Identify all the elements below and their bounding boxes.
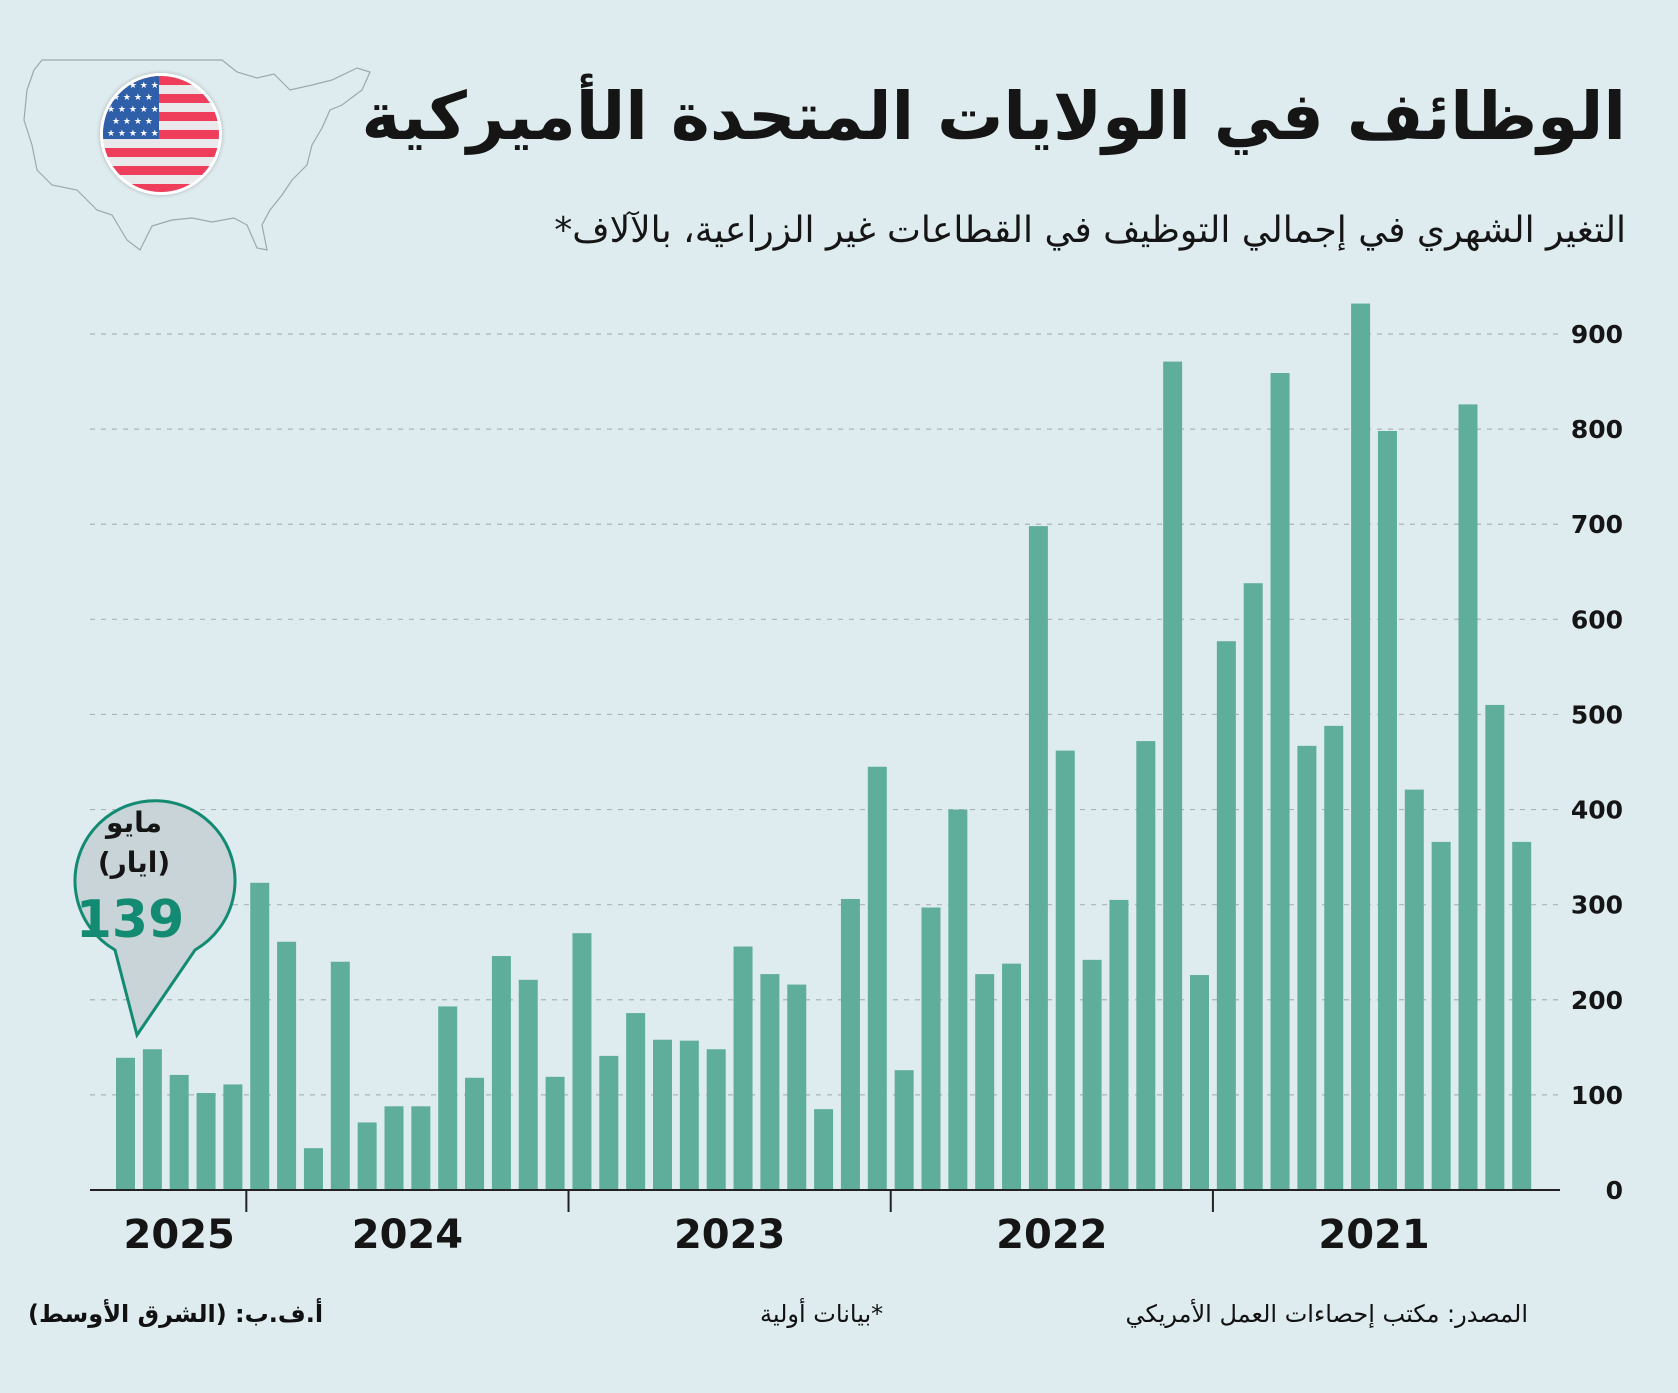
callout-month-alt: (ايار) bbox=[98, 846, 170, 879]
bar bbox=[1297, 745, 1317, 1190]
bar bbox=[465, 1077, 485, 1190]
credit-note: أ.ف.ب: (الشرق الأوسط) bbox=[28, 1300, 324, 1328]
bar bbox=[572, 933, 592, 1190]
source-note: المصدر: مكتب إحصاءات العمل الأمريكي bbox=[1125, 1300, 1528, 1328]
bar bbox=[303, 1148, 323, 1190]
bar bbox=[814, 1109, 834, 1190]
bar bbox=[733, 946, 753, 1190]
bar bbox=[1270, 372, 1290, 1190]
y-tick-label: 300 bbox=[1571, 891, 1623, 920]
y-tick-label: 800 bbox=[1571, 415, 1623, 444]
x-year-label: 2024 bbox=[352, 1212, 463, 1258]
bar bbox=[223, 1084, 243, 1190]
bar bbox=[1512, 841, 1532, 1190]
us-map-outline-icon bbox=[12, 50, 392, 260]
bar bbox=[1377, 431, 1397, 1191]
bar bbox=[1109, 899, 1129, 1190]
bar bbox=[411, 1106, 431, 1190]
callout-value: 139 bbox=[76, 890, 185, 950]
bar bbox=[1163, 361, 1183, 1190]
bar bbox=[975, 974, 995, 1190]
y-tick-label: 200 bbox=[1571, 986, 1623, 1015]
bar bbox=[921, 907, 941, 1190]
chart-title: الوظائف في الولايات المتحدة الأميركية bbox=[361, 78, 1627, 155]
bar bbox=[1002, 963, 1022, 1190]
bar bbox=[1404, 789, 1424, 1190]
bar bbox=[787, 984, 807, 1190]
callout-bubble bbox=[73, 799, 237, 1039]
bar bbox=[116, 1057, 135, 1190]
bar bbox=[1055, 750, 1075, 1190]
bar bbox=[894, 1070, 914, 1190]
bar bbox=[250, 882, 270, 1190]
bar bbox=[840, 898, 860, 1190]
chart-subtitle: التغير الشهري في إجمالي التوظيف في القطا… bbox=[554, 210, 1626, 251]
svg-text:★ ★ ★ ★ ★: ★ ★ ★ ★ ★ bbox=[107, 81, 159, 91]
bar bbox=[1431, 841, 1451, 1190]
y-tick-label: 100 bbox=[1571, 1081, 1623, 1110]
svg-text:★ ★ ★ ★ ★: ★ ★ ★ ★ ★ bbox=[107, 129, 159, 139]
y-tick-label: 0 bbox=[1606, 1176, 1623, 1205]
bar bbox=[706, 1049, 726, 1190]
bar bbox=[1216, 641, 1236, 1190]
bar bbox=[357, 1122, 377, 1190]
bar bbox=[545, 1076, 565, 1190]
bar bbox=[599, 1055, 619, 1190]
x-year-label: 2021 bbox=[1318, 1212, 1429, 1258]
bar bbox=[277, 941, 297, 1190]
svg-text:★ ★ ★ ★ ★: ★ ★ ★ ★ ★ bbox=[107, 105, 159, 115]
bar bbox=[1351, 303, 1371, 1190]
bar bbox=[1136, 741, 1156, 1190]
y-tick-label: 600 bbox=[1571, 605, 1623, 634]
bar bbox=[169, 1074, 189, 1190]
y-tick-label: 400 bbox=[1571, 796, 1623, 825]
bar bbox=[1458, 404, 1478, 1191]
bar bbox=[1190, 975, 1209, 1190]
bar bbox=[679, 1040, 699, 1190]
y-tick-label: 700 bbox=[1571, 510, 1623, 539]
bar bbox=[626, 1013, 646, 1190]
svg-text:★ ★ ★ ★: ★ ★ ★ ★ bbox=[112, 93, 153, 103]
bar bbox=[330, 961, 350, 1190]
x-year-label: 2023 bbox=[674, 1212, 785, 1258]
y-tick-label: 500 bbox=[1571, 700, 1623, 729]
bar bbox=[491, 956, 511, 1190]
callout-month: مايو bbox=[104, 806, 162, 839]
bar bbox=[653, 1039, 672, 1190]
callout: مايو (ايار) 139 bbox=[73, 799, 237, 1039]
x-year-label: 2022 bbox=[996, 1212, 1107, 1258]
bar bbox=[196, 1092, 216, 1190]
y-tick-label: 900 bbox=[1571, 320, 1623, 349]
bar bbox=[1082, 959, 1102, 1190]
bar bbox=[384, 1106, 404, 1190]
bar bbox=[760, 974, 780, 1190]
bar bbox=[1485, 704, 1505, 1190]
bar bbox=[518, 979, 538, 1190]
bar bbox=[1028, 526, 1048, 1190]
x-year-label: 2025 bbox=[124, 1212, 235, 1258]
bar bbox=[438, 1006, 458, 1190]
bar bbox=[1243, 583, 1263, 1190]
svg-text:★ ★ ★ ★: ★ ★ ★ ★ bbox=[112, 117, 153, 127]
bar bbox=[948, 809, 968, 1190]
preliminary-note: *بيانات أولية bbox=[760, 1300, 884, 1328]
bar bbox=[142, 1049, 162, 1190]
bar bbox=[1324, 725, 1344, 1190]
bar bbox=[867, 766, 887, 1190]
